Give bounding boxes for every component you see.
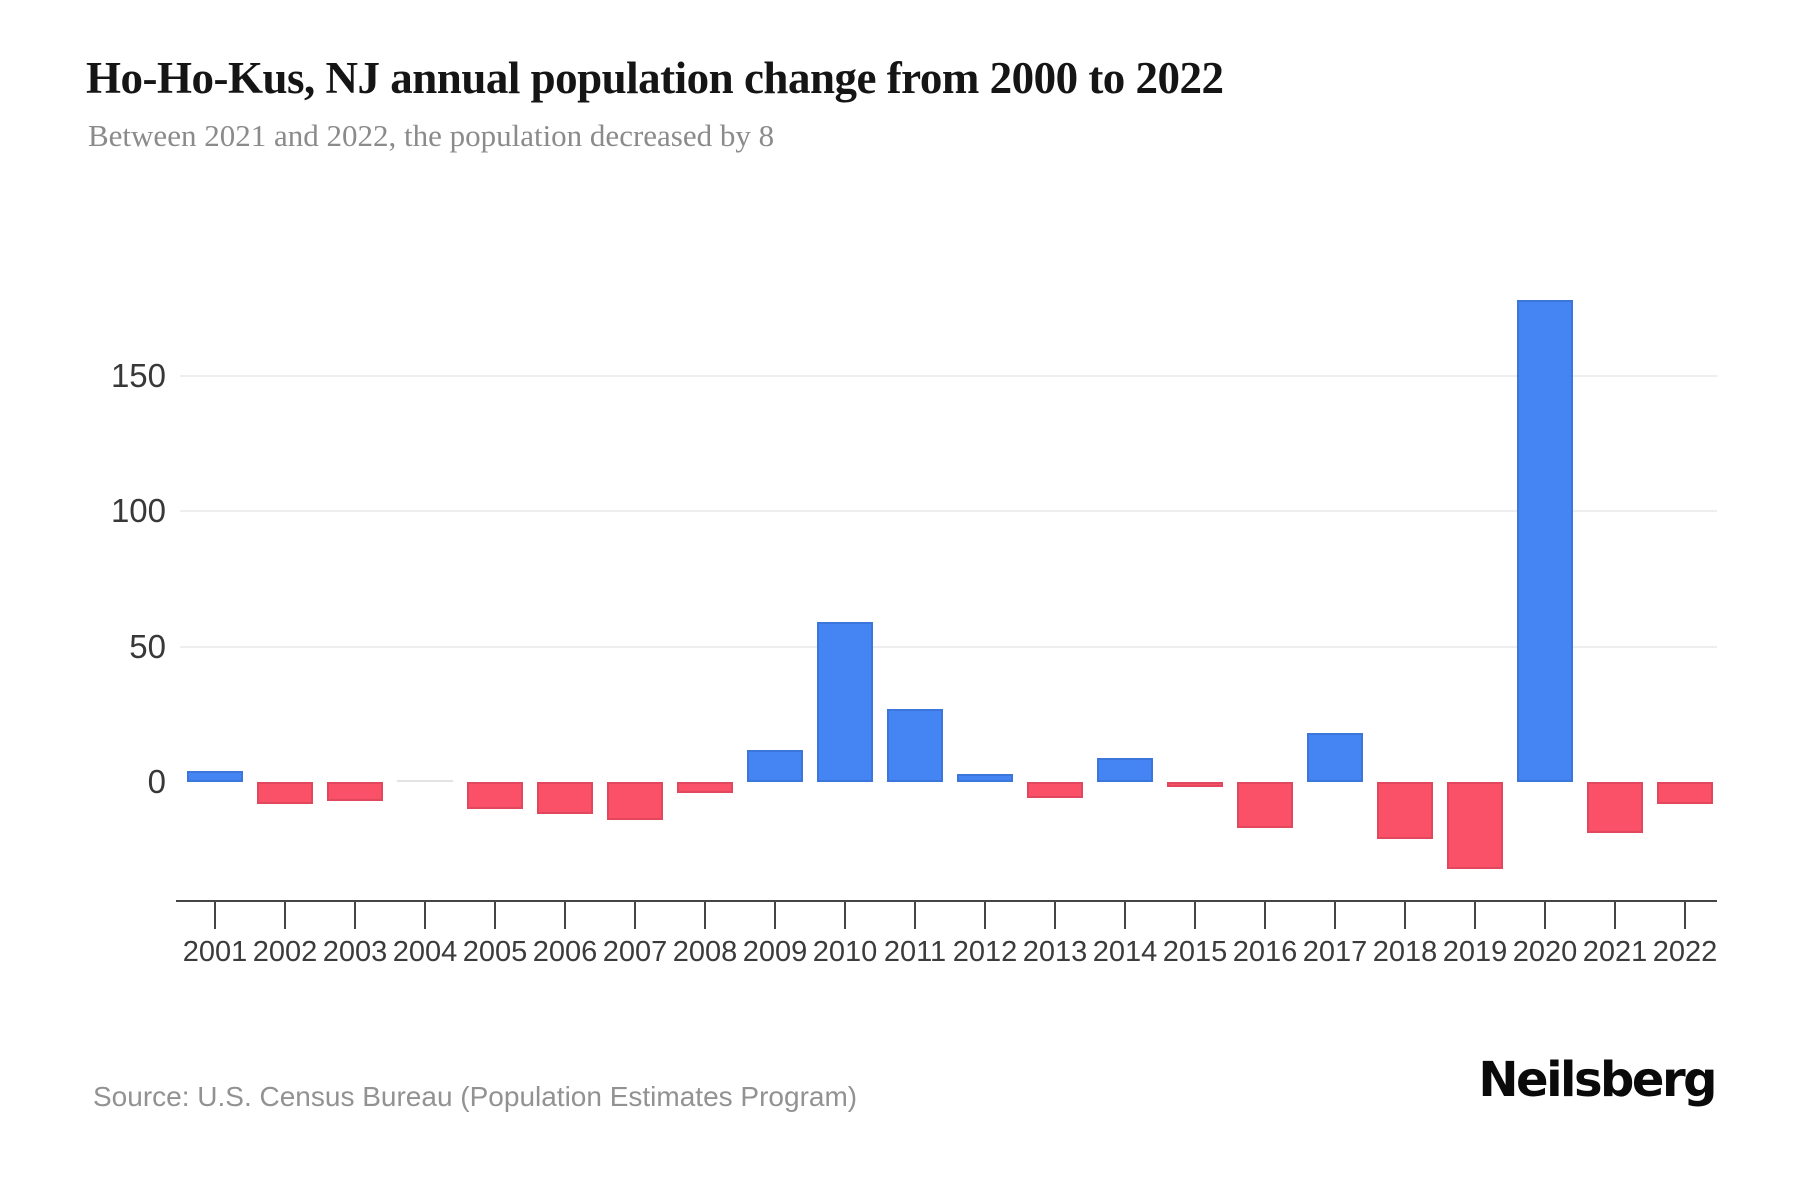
x-axis-tick-2012 <box>984 901 986 929</box>
source-note: Source: U.S. Census Bureau (Population E… <box>93 1081 858 1112</box>
x-axis-tick-2016 <box>1264 901 1266 929</box>
x-axis-label-2005: 2005 <box>462 936 528 968</box>
x-axis-label-2013: 2013 <box>1022 936 1088 968</box>
x-axis-tick-2010 <box>844 901 846 929</box>
y-axis-label-0: 0 <box>147 763 166 800</box>
x-axis-label-2016: 2016 <box>1232 936 1298 968</box>
gridline-100 <box>180 510 1717 513</box>
bar-2015 <box>1167 782 1223 787</box>
y-axis-label-100: 100 <box>110 492 166 530</box>
bar-2007 <box>607 782 663 820</box>
x-axis-label-2014: 2014 <box>1092 936 1158 968</box>
x-axis-label-2011: 2011 <box>883 936 947 968</box>
x-axis-label-2001: 2001 <box>182 936 248 968</box>
x-axis-tick-2021 <box>1614 901 1616 929</box>
x-axis-label-2017: 2017 <box>1302 936 1368 968</box>
x-axis-label-2018: 2018 <box>1372 936 1438 968</box>
x-axis-tick-2013 <box>1054 901 1056 929</box>
plot-area: 0 50 100 150 2001 2002 2003 2004 2005 2006 2007 200… <box>110 300 1718 968</box>
bar-2004 <box>397 780 453 782</box>
x-axis-label-2003: 2003 <box>322 936 388 968</box>
bar-2021 <box>1587 782 1643 833</box>
x-axis-label-2010: 2010 <box>812 936 878 968</box>
x-axis-label-2019: 2019 <box>1442 936 1508 968</box>
bar-2003 <box>327 782 383 801</box>
gridline-50 <box>180 645 1717 648</box>
x-axis-label-2004: 2004 <box>392 936 458 968</box>
bar-2022 <box>1657 782 1713 804</box>
x-axis-tick-2005 <box>494 901 496 929</box>
bar-2005 <box>467 782 523 809</box>
y-axis-label-150: 150 <box>110 357 166 395</box>
bar-2006 <box>537 782 593 814</box>
x-axis-label-2015: 2015 <box>1162 936 1228 968</box>
x-axis-tick-2018 <box>1404 901 1406 929</box>
bar-2018 <box>1377 782 1433 839</box>
bar-2017 <box>1307 733 1363 782</box>
x-axis-tick-2014 <box>1124 901 1126 929</box>
x-axis-label-2021: 2021 <box>1582 936 1648 968</box>
bar-2009 <box>747 750 803 782</box>
x-axis-tick-2011 <box>914 901 916 929</box>
bar-2019 <box>1447 782 1503 869</box>
x-axis-tick-2008 <box>704 901 706 929</box>
x-axis-tick-2017 <box>1334 901 1336 929</box>
bar-2011 <box>887 709 943 782</box>
x-axis-tick-2002 <box>284 901 286 929</box>
bar-2001 <box>187 771 243 782</box>
x-axis-tick-2015 <box>1194 901 1196 929</box>
bar-2008 <box>677 782 733 793</box>
x-axis-label-2022: 2022 <box>1652 936 1718 968</box>
x-axis-label-2006: 2006 <box>532 936 598 968</box>
gridline-150 <box>180 375 1717 378</box>
x-axis-label-2012: 2012 <box>952 936 1018 968</box>
bar-2016 <box>1237 782 1293 828</box>
y-axis-label-50: 50 <box>129 627 166 665</box>
x-axis-tick-2004 <box>424 901 426 929</box>
bar-2002 <box>257 782 313 804</box>
x-axis-label-2002: 2002 <box>252 936 318 968</box>
page-subtitle: Between 2021 and 2022, the population de… <box>88 118 775 153</box>
bar-2014 <box>1097 758 1153 782</box>
x-axis-label-2008: 2008 <box>672 936 738 968</box>
bar-2020 <box>1517 300 1573 782</box>
bar-2013 <box>1027 782 1083 798</box>
x-axis-tick-2019 <box>1474 901 1476 929</box>
x-axis-label-2009: 2009 <box>742 936 808 968</box>
brand-logo: Neilsberg <box>1478 1052 1717 1108</box>
x-axis-line <box>176 900 1717 902</box>
x-axis-tick-2020 <box>1544 901 1546 929</box>
page-title: Ho-Ho-Kus, NJ annual population change f… <box>86 53 1224 103</box>
x-axis-tick-2006 <box>564 901 566 929</box>
bar-2012 <box>957 774 1013 782</box>
x-axis-tick-2022 <box>1684 901 1686 929</box>
x-axis-tick-2007 <box>634 901 636 929</box>
x-axis-label-2020: 2020 <box>1512 936 1578 968</box>
x-axis-tick-2009 <box>774 901 776 929</box>
x-axis-tick-2003 <box>354 901 356 929</box>
x-axis-tick-2001 <box>214 901 216 929</box>
bar-2010 <box>817 622 873 782</box>
x-axis-label-2007: 2007 <box>602 936 668 968</box>
